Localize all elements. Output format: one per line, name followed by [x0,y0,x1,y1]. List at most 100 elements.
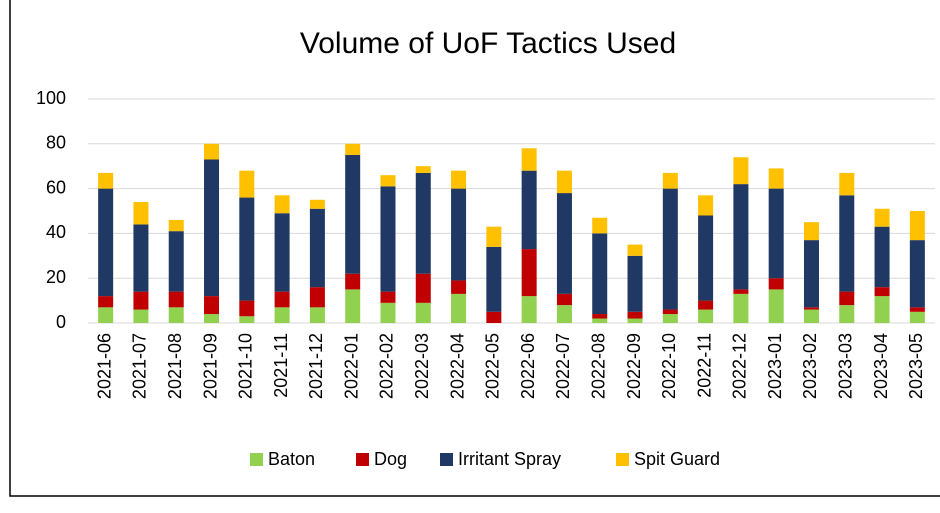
bar-segment [451,293,467,323]
bar-segment [204,296,220,315]
bar-segment [733,184,749,290]
legend-swatch [440,453,453,466]
bar-segment [803,309,819,323]
bar-segment [204,159,220,297]
x-tick-label: 2022-01 [341,333,361,399]
y-tick-label: 80 [46,133,66,153]
bar-segment [768,289,784,323]
bar-segment [592,314,608,319]
x-tick-label: 2022-06 [518,333,538,399]
bar-segment [909,211,925,241]
bar-segment [133,291,149,310]
x-tick-label: 2022-12 [730,333,750,399]
legend-label: Baton [268,449,315,469]
y-tick-label: 40 [46,222,66,242]
bar-segment [345,143,361,155]
bar-segment [662,172,678,189]
bar-segment [627,311,643,319]
bar-segment [309,208,325,288]
legend-label: Spit Guard [634,449,720,469]
bar-segment [345,273,361,290]
legend-label: Dog [374,449,407,469]
bar-segment [874,226,890,288]
x-tick-label: 2021-11 [271,333,291,398]
bar-segment [133,224,149,292]
bar-segment [768,278,784,290]
bar-segment [380,186,396,292]
x-tick-label: 2022-09 [624,333,644,399]
bar-segment [768,188,784,279]
bar-segment [698,309,714,323]
legend-swatch [616,453,629,466]
bar-segment [733,157,749,185]
bar-segment [874,287,890,297]
x-tick-label: 2023-03 [836,333,856,399]
chart-frame [9,0,940,497]
legend-label: Irritant Spray [458,449,561,469]
bar-segment [98,188,114,297]
bar-segment [874,296,890,323]
legend-swatch [250,453,263,466]
bar-segment [168,219,184,232]
bar-segment [98,172,114,189]
bar-segment [451,280,467,294]
bar-segment [168,231,184,292]
x-tick-label: 2023-05 [906,333,926,399]
bar-segment [309,199,325,209]
bar-segment [803,240,819,308]
bar-segment [380,302,396,323]
x-tick-label: 2021-10 [236,333,256,399]
bar-segment [451,170,467,189]
bar-segment [909,307,925,312]
bar-segment [839,195,855,292]
x-tick-label: 2021-08 [165,333,185,399]
bar-segment [698,215,714,301]
bar-segment [274,307,290,323]
x-tick-label: 2022-02 [377,333,397,399]
bar-segment [415,302,431,323]
bar-segment [733,289,749,294]
bar-segment [662,309,678,315]
bar-segment [521,249,537,297]
legend-swatch [356,453,369,466]
bar-segment [839,291,855,306]
bar-segment [239,170,255,198]
x-tick-label: 2022-11 [694,333,714,398]
bar-segment [909,240,925,308]
bar-segment [204,314,220,323]
bar-segment [768,168,784,189]
bar-segment [168,291,184,308]
x-tick-label: 2022-07 [553,333,573,399]
bar-segment [133,309,149,323]
bar-segment [662,314,678,323]
bar-segment [627,244,643,256]
bar-segment [98,307,114,323]
x-tick-label: 2023-01 [765,333,785,399]
bar-segment [733,293,749,323]
x-tick-label: 2023-02 [800,333,820,399]
bar-segment [274,213,290,292]
bar-segment [380,175,396,187]
bar-segment [451,188,467,281]
y-tick-label: 100 [36,88,66,108]
bar-segment [909,311,925,323]
bar-segment [204,143,220,160]
bar-segment [592,217,608,234]
x-tick-label: 2021-06 [94,333,114,399]
bar-segment [486,246,502,312]
bar-segment [839,172,855,196]
bar-segment [592,318,608,323]
bar-segment [556,305,572,323]
bar-segment [309,287,325,308]
bar-segment [627,318,643,323]
bar-segment [415,166,431,173]
y-tick-label: 20 [46,267,66,287]
bar-segment [839,305,855,323]
bar-segment [486,311,502,323]
bar-segment [627,255,643,312]
bar-segment [521,170,537,250]
bar-segment [98,296,114,308]
bar-segment [239,316,255,323]
bar-segment [345,289,361,323]
